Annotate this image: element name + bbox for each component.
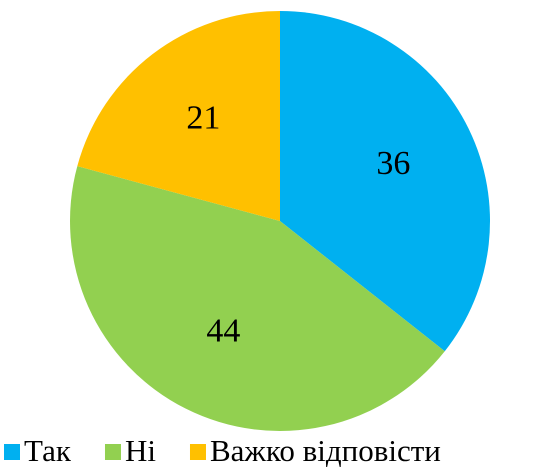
data-label: 44 — [206, 312, 240, 349]
legend-swatch — [189, 444, 206, 460]
legend-label: Так — [24, 433, 72, 468]
data-label: 36 — [376, 145, 410, 182]
data-label: 21 — [186, 100, 220, 137]
pie-slice — [77, 11, 280, 221]
legend-swatch — [104, 444, 121, 460]
legend-swatch — [4, 444, 20, 460]
pie-slice — [69, 166, 445, 432]
pie-slice — [280, 11, 491, 352]
legend-label: Важко відповісти — [210, 433, 441, 468]
legend-label: Ні — [125, 433, 156, 468]
